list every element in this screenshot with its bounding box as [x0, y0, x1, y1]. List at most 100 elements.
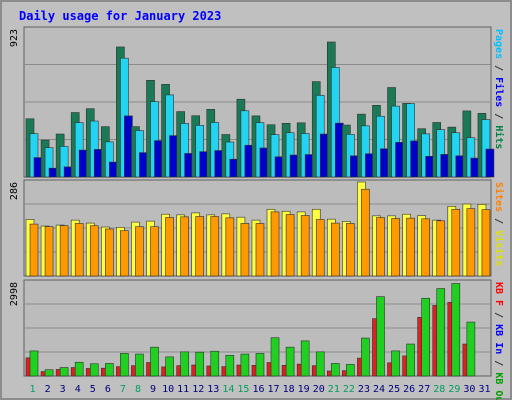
y-max-label: 2998	[9, 282, 20, 306]
bar-kb-out-day-17	[270, 337, 280, 377]
bar-sites-day-25	[391, 218, 400, 277]
bar-kb-out-day-28	[436, 288, 446, 377]
bar-sites-day-5	[89, 225, 99, 277]
bar-kb-out-day-12	[195, 351, 205, 377]
x-tick-label-28: 28	[433, 384, 445, 395]
bar-kb-out-day-29	[451, 283, 461, 377]
bar-sites-day-18	[285, 214, 295, 277]
bar-kb-out-day-9	[150, 346, 159, 377]
bar-kb-out-day-6	[105, 363, 114, 377]
bar-sites-day-21	[330, 222, 340, 277]
bar-kb-out-day-11	[180, 351, 189, 377]
legend-item: Sites	[493, 182, 505, 212]
bar-kb-out-day-18	[285, 346, 295, 377]
bar-sites-day-7	[120, 230, 129, 277]
bar-kb-out-day-25	[391, 350, 400, 377]
bar-sites-day-31	[481, 209, 491, 277]
bar-sites-day-8	[135, 226, 144, 277]
bar-sites-day-19	[300, 215, 310, 277]
x-tick-label-13: 13	[207, 384, 219, 395]
panel-kbytes: 2998 KB F / KB In / KB Out	[9, 279, 504, 400]
bar-sites-day-3	[59, 225, 69, 277]
x-tick-label-20: 20	[313, 384, 325, 395]
bar-kb-out-day-20	[315, 351, 325, 377]
x-tick-label-5: 5	[90, 384, 96, 395]
x-tick-label-4: 4	[75, 384, 81, 395]
legend-item: KB In	[493, 324, 504, 354]
bar-kb-out-day-2	[44, 369, 54, 377]
bar-kb-out-day-15	[240, 353, 250, 377]
x-axis-labels: 1 2 3 4 5 6 7 8 9 10 11 12 13 14 15 16 17 18 19 20 21 22 23 24 2…	[30, 384, 491, 395]
legend-item: Hits	[493, 125, 505, 149]
legend-item: KB F	[493, 282, 504, 306]
x-tick-label-9: 9	[150, 384, 156, 395]
bar-sites-day-16	[255, 223, 265, 277]
series-legend: Pages / Files / Hits	[493, 29, 505, 149]
x-tick-label-6: 6	[105, 384, 111, 395]
bar-sites-day-23	[361, 188, 370, 277]
legend-item: /	[493, 107, 504, 125]
legend-item: Visits	[493, 230, 505, 266]
bar-sites-day-27	[421, 218, 430, 277]
y-max-label: 923	[9, 29, 20, 47]
x-tick-label-26: 26	[403, 384, 415, 395]
x-tick-label-21: 21	[328, 384, 340, 395]
panel-hits-files-pages: 923 Pages / Files / Hits	[9, 26, 505, 178]
bar-kb-out-day-23	[361, 337, 370, 377]
bar-kb-out-day-14	[225, 355, 235, 377]
bar-kb-out-day-4	[74, 361, 84, 377]
bar-sites-day-13	[210, 216, 220, 277]
bar-sites-day-11	[180, 216, 189, 277]
bar-sites-day-20	[315, 219, 325, 277]
bar-sites-day-22	[346, 223, 355, 277]
bar-sites-day-26	[406, 217, 415, 277]
x-tick-label-2: 2	[45, 384, 51, 395]
bar-sites-day-14	[225, 217, 235, 277]
x-tick-label-3: 3	[60, 384, 66, 395]
bar-kb-out-day-21	[330, 363, 340, 377]
legend-item: Files	[493, 77, 505, 107]
bar-sites-day-24	[376, 217, 385, 277]
panel-visits-sites: 286 Sites / Visits	[9, 179, 505, 277]
x-tick-label-17: 17	[268, 384, 280, 395]
bar-kb-out-day-30	[466, 321, 476, 377]
x-tick-label-31: 31	[478, 384, 490, 395]
bar-sites-day-9	[150, 226, 159, 277]
bar-sites-day-10	[165, 217, 174, 277]
x-tick-label-10: 10	[162, 384, 174, 395]
bar-sites-day-15	[240, 223, 250, 277]
bar-sites-day-6	[105, 228, 114, 277]
x-tick-label-19: 19	[298, 384, 310, 395]
x-tick-label-1: 1	[30, 384, 36, 395]
chart-title: Daily usage for January 2023	[19, 9, 221, 23]
bar-kb-out-day-13	[210, 350, 220, 377]
y-max-label: 286	[9, 182, 20, 200]
legend-item: KB Out	[493, 372, 504, 400]
bar-kb-out-day-24	[376, 296, 385, 377]
x-tick-label-16: 16	[252, 384, 264, 395]
legend-item: Pages	[493, 29, 504, 59]
x-tick-label-23: 23	[358, 384, 370, 395]
bar-kb-out-day-22	[346, 364, 355, 377]
bar-sites-day-1	[29, 223, 39, 277]
bar-kb-out-day-1	[29, 350, 39, 377]
bar-sites-day-17	[270, 211, 280, 277]
series-legend: KB F / KB In / KB Out	[493, 282, 504, 400]
x-tick-label-24: 24	[373, 384, 385, 395]
x-tick-label-22: 22	[343, 384, 355, 395]
bar-kb-out-day-5	[89, 363, 99, 377]
x-tick-label-7: 7	[120, 384, 126, 395]
bar-kb-out-day-16	[255, 353, 265, 377]
legend-item: /	[493, 354, 504, 372]
series-legend: Sites / Visits	[493, 182, 505, 266]
bar-kb-out-day-26	[406, 343, 415, 377]
bar-sites-day-4	[74, 223, 84, 277]
bar-kb-out-day-27	[421, 297, 430, 377]
x-tick-label-12: 12	[192, 384, 204, 395]
legend-item: /	[493, 306, 504, 324]
x-tick-label-8: 8	[135, 384, 141, 395]
bar-kb-out-day-7	[120, 353, 129, 377]
